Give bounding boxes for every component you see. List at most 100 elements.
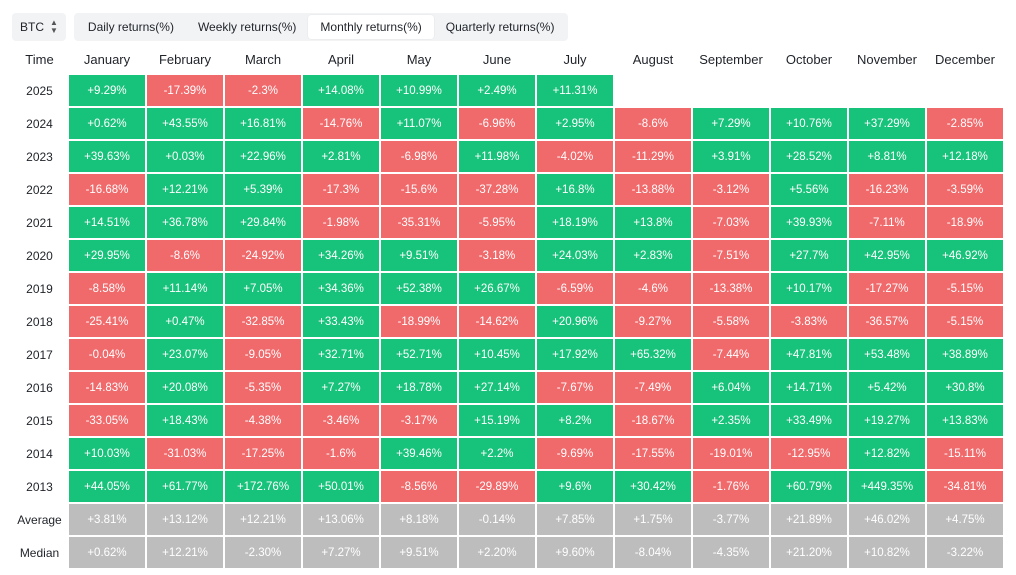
year-label: 2022 (26, 182, 53, 197)
return-cell: +6.04% (693, 372, 769, 403)
return-cell: +39.93% (771, 207, 847, 238)
stat-cell: +8.18% (381, 504, 457, 535)
year-label: 2025 (26, 83, 53, 98)
year-row-2018: 2018 -25.41% +0.47% -32.85% +33.43% -18.99% -1… (12, 306, 1003, 337)
month-header-august: August (632, 51, 674, 67)
stat-row-average: Average +3.81% +13.12% +12.21% +13.06% +8.18%… (12, 504, 1003, 535)
return-cell: -3.46% (303, 405, 379, 436)
return-cell: +449.35% (849, 471, 925, 502)
year-row-2024: 2024 +0.62% +43.55% +16.81% -14.76% +11.07% -6… (12, 108, 1003, 139)
return-cell: +39.63% (69, 141, 145, 172)
year-label: 2018 (26, 314, 53, 329)
stat-cell: +2.20% (459, 537, 535, 568)
tab-monthly-returns[interactable]: Monthly returns(%) (308, 15, 434, 39)
year-row-2025: 2025 +9.29% -17.39% -2.3% +14.08% +10.99% +2.4… (12, 75, 1003, 106)
table-body: 2025 +9.29% -17.39% -2.3% +14.08% +10.99% +2.4… (12, 75, 1003, 568)
return-cell: -31.03% (147, 438, 223, 469)
stat-cell: +10.82% (849, 537, 925, 568)
empty-cell (849, 75, 925, 106)
return-cell: -19.01% (693, 438, 769, 469)
return-cell: -17.25% (225, 438, 301, 469)
return-cell: -3.59% (927, 174, 1003, 205)
return-cell: +19.27% (849, 405, 925, 436)
return-period-tabs: Daily returns(%) Weekly returns(%) Month… (73, 13, 569, 41)
return-cell: -9.27% (615, 306, 691, 337)
return-cell: +52.71% (381, 339, 457, 370)
sort-updown-icon: ▲ ▼ (50, 18, 58, 35)
return-cell: +30.8% (927, 372, 1003, 403)
year-label: 2016 (26, 380, 53, 395)
tab-weekly-returns[interactable]: Weekly returns(%) (197, 20, 297, 34)
stat-cell: -3.22% (927, 537, 1003, 568)
stat-label: Median (19, 545, 60, 560)
year-row-2015: 2015 -33.05% +18.43% -4.38% -3.46% -3.17% +15.… (12, 405, 1003, 436)
empty-cell (615, 75, 691, 106)
return-cell: -13.88% (615, 174, 691, 205)
asset-select[interactable]: BTC ▲ ▼ (12, 13, 66, 41)
return-cell: -5.15% (927, 306, 1003, 337)
stat-cell: +9.60% (537, 537, 613, 568)
year-label: 2020 (26, 248, 53, 263)
return-cell: +16.81% (225, 108, 301, 139)
toolbar: BTC ▲ ▼ Daily returns(%) Weekly returns(%… (12, 13, 569, 41)
return-cell: +32.71% (303, 339, 379, 370)
return-cell: +7.27% (303, 372, 379, 403)
return-cell: -0.04% (69, 339, 145, 370)
year-label: 2021 (26, 215, 53, 230)
return-cell: -16.68% (69, 174, 145, 205)
return-cell: -1.98% (303, 207, 379, 238)
return-cell: -6.59% (537, 273, 613, 304)
empty-cell (927, 75, 1003, 106)
return-cell: +10.99% (381, 75, 457, 106)
return-cell: +12.18% (927, 141, 1003, 172)
year-label: 2024 (26, 116, 53, 131)
year-row-2022: 2022 -16.68% +12.21% +5.39% -17.3% -15.6% -37.… (12, 174, 1003, 205)
year-row-2016: 2016 -14.83% +20.08% -5.35% +7.27% +18.78% +27… (12, 372, 1003, 403)
year-label: 2017 (26, 347, 53, 362)
return-cell: -6.96% (459, 108, 535, 139)
return-cell: -36.57% (849, 306, 925, 337)
tab-quarterly-returns[interactable]: Quarterly returns(%) (445, 20, 555, 34)
return-cell: +2.81% (303, 141, 379, 172)
month-header-september: September (699, 51, 763, 67)
return-cell: +26.67% (459, 273, 535, 304)
return-cell: +10.76% (771, 108, 847, 139)
return-cell: +11.07% (381, 108, 457, 139)
year-row-2020: 2020 +29.95% -8.6% -24.92% +34.26% +9.51% -3.1… (12, 240, 1003, 271)
month-header-june: June (482, 51, 512, 67)
stat-cell: +3.81% (69, 504, 145, 535)
return-cell: +44.05% (69, 471, 145, 502)
return-cell: -4.6% (615, 273, 691, 304)
return-cell: -1.76% (693, 471, 769, 502)
return-cell: +2.95% (537, 108, 613, 139)
month-header-february: February (158, 51, 212, 67)
return-cell: +50.01% (303, 471, 379, 502)
return-cell: -14.62% (459, 306, 535, 337)
return-cell: +172.76% (225, 471, 301, 502)
return-cell: +34.26% (303, 240, 379, 271)
stat-cell: -2.30% (225, 537, 301, 568)
return-cell: -8.56% (381, 471, 457, 502)
return-cell: +18.78% (381, 372, 457, 403)
stat-cell: +46.02% (849, 504, 925, 535)
return-cell: -2.3% (225, 75, 301, 106)
return-cell: -4.38% (225, 405, 301, 436)
return-cell: +8.81% (849, 141, 925, 172)
return-cell: -14.83% (69, 372, 145, 403)
return-cell: +16.8% (537, 174, 613, 205)
return-cell: +2.83% (615, 240, 691, 271)
return-cell: +37.29% (849, 108, 925, 139)
return-cell: +53.48% (849, 339, 925, 370)
stat-cell: +21.20% (771, 537, 847, 568)
return-cell: -7.49% (615, 372, 691, 403)
return-cell: -5.58% (693, 306, 769, 337)
month-header-may: May (406, 51, 432, 67)
return-cell: -8.6% (147, 240, 223, 271)
return-cell: +14.51% (69, 207, 145, 238)
stat-cell: -4.35% (693, 537, 769, 568)
return-cell: +20.96% (537, 306, 613, 337)
return-cell: -13.38% (693, 273, 769, 304)
year-label: 2023 (26, 149, 53, 164)
month-header-march: March (244, 51, 282, 67)
tab-daily-returns[interactable]: Daily returns(%) (87, 20, 174, 34)
